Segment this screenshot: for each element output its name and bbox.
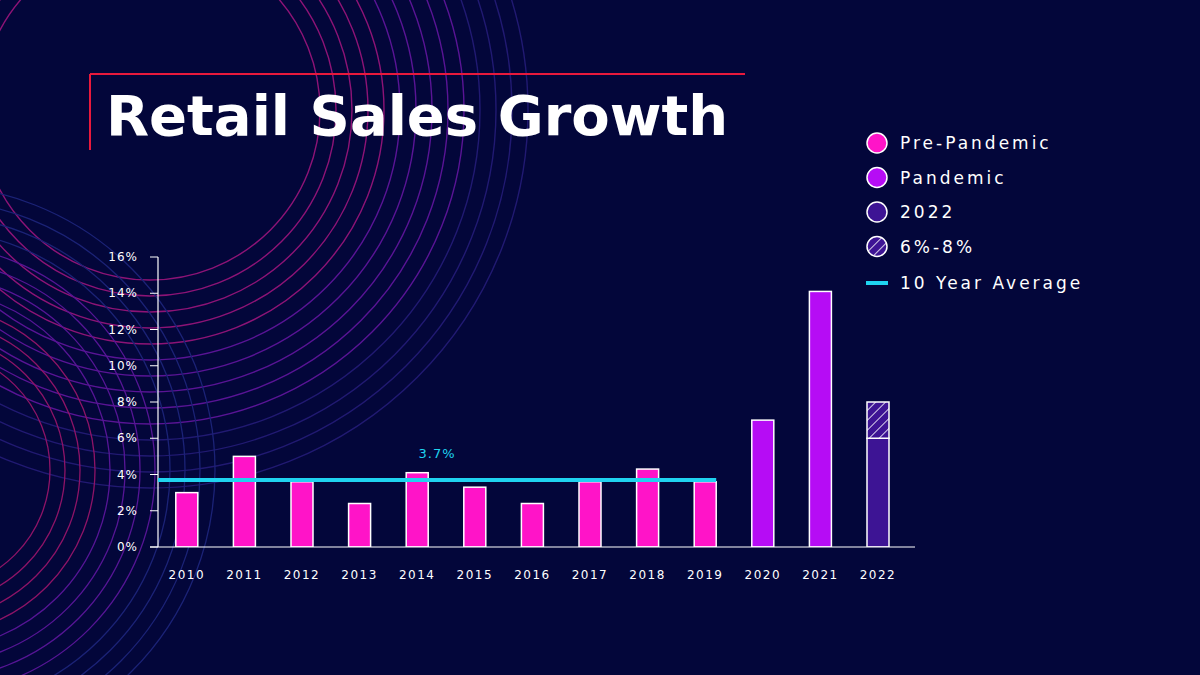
- y-tick-label: 12%: [108, 323, 138, 337]
- decorative-arc: [0, 305, 95, 635]
- decorative-arc: [0, 0, 480, 440]
- x-tick-label: 2015: [457, 568, 494, 582]
- x-tick-label: 2021: [802, 568, 839, 582]
- decorative-arc: [0, 0, 352, 312]
- reference-line: [158, 478, 716, 482]
- y-tick-label: 6%: [117, 431, 138, 445]
- decorative-arc: [0, 200, 200, 675]
- bar: [349, 504, 371, 548]
- y-tick-label: 8%: [117, 395, 138, 409]
- reference-line-group: [158, 479, 716, 480]
- title: Retail Sales Growth: [106, 83, 728, 148]
- bars: [176, 291, 889, 547]
- legend-marker: [867, 168, 887, 188]
- legend: Pre-Pandemic Pandemic 2022 6%-8% 10 Year Ave…: [866, 133, 1083, 293]
- decorative-arc: [0, 0, 432, 392]
- x-tick-label: 2016: [514, 568, 551, 582]
- decorative-arc: [0, 0, 336, 296]
- legend-label: Pre-Pandemic: [900, 133, 1052, 153]
- reference-lines: 3.7%: [158, 446, 716, 480]
- decorative-arc: [0, 0, 400, 360]
- legend-label: 2022: [900, 202, 955, 222]
- bar: [406, 473, 428, 547]
- decorative-arc: [0, 350, 50, 590]
- bar: [291, 482, 313, 547]
- y-tick: [150, 438, 158, 439]
- x-tick-label: 2012: [284, 568, 321, 582]
- chart: Retail Sales Growth 0% 2% 4% 6% 8% 10% 12% 14% 16…: [0, 0, 1200, 675]
- y-tick: [150, 402, 158, 403]
- y-tick: [150, 474, 158, 475]
- legend-label: Pandemic: [900, 168, 1007, 188]
- y-tick: [150, 510, 158, 511]
- x-tick-label: 2014: [399, 568, 436, 582]
- y-tick-label: 16%: [108, 250, 138, 264]
- x-tick-label: 2018: [629, 568, 666, 582]
- decorative-arc: [0, 335, 65, 605]
- bar: [867, 402, 889, 438]
- reference-line-label: 3.7%: [418, 446, 455, 461]
- bar: [752, 420, 774, 547]
- legend-marker: [867, 202, 887, 222]
- y-tick-label: 4%: [117, 468, 138, 482]
- decorative-arc: [0, 320, 80, 620]
- x-axis-line: [150, 546, 915, 547]
- legend-marker: [867, 133, 887, 153]
- decorative-arc: [0, 215, 185, 675]
- decorative-arc: [0, 260, 140, 675]
- decorative-arc: [0, 0, 384, 344]
- decorative-arc: [0, 275, 125, 665]
- bar: [867, 438, 889, 547]
- legend-label: 10 Year Average: [900, 273, 1083, 293]
- title-rule: [89, 74, 91, 150]
- title-rule: [90, 73, 745, 75]
- decorative-arc: [0, 290, 110, 650]
- decorative-arc: [0, 0, 464, 424]
- x-tick-label: 2019: [687, 568, 724, 582]
- y-tick: [150, 365, 158, 366]
- x-tick-label: 2017: [572, 568, 609, 582]
- legend-marker: [867, 237, 887, 257]
- y-tick-label: 14%: [108, 286, 138, 300]
- bar: [579, 482, 601, 547]
- decorative-arc: [0, 0, 512, 472]
- x-tick-label: 2010: [169, 568, 206, 582]
- y-tick-label: 2%: [117, 504, 138, 518]
- x-tick-label: 2022: [860, 568, 897, 582]
- decorative-arc: [0, 0, 416, 376]
- x-axis: 2010 2011 2012 2013 2014 2015 2016 2017 2018 2019…: [150, 547, 915, 582]
- legend-marker: [866, 281, 888, 285]
- legend-label: 6%-8%: [900, 237, 975, 257]
- bar: [809, 291, 831, 547]
- bar: [233, 456, 255, 547]
- y-tick-label: 10%: [108, 359, 138, 373]
- y-tick: [150, 293, 158, 294]
- x-tick-label: 2020: [745, 568, 782, 582]
- background: [0, 0, 1200, 675]
- y-tick: [150, 329, 158, 330]
- bar: [464, 487, 486, 547]
- bar: [694, 482, 716, 547]
- x-tick-label: 2013: [341, 568, 378, 582]
- y-tick: [150, 257, 158, 258]
- bar: [521, 504, 543, 548]
- y-axis: 0% 2% 4% 6% 8% 10% 12% 14% 16%: [108, 250, 158, 554]
- decorative-arc: [0, 245, 155, 675]
- y-tick-label: 0%: [117, 540, 138, 554]
- x-tick-label: 2011: [226, 568, 263, 582]
- decorative-arc: [0, 185, 215, 675]
- bar: [176, 493, 198, 547]
- decorative-arc: [0, 0, 496, 456]
